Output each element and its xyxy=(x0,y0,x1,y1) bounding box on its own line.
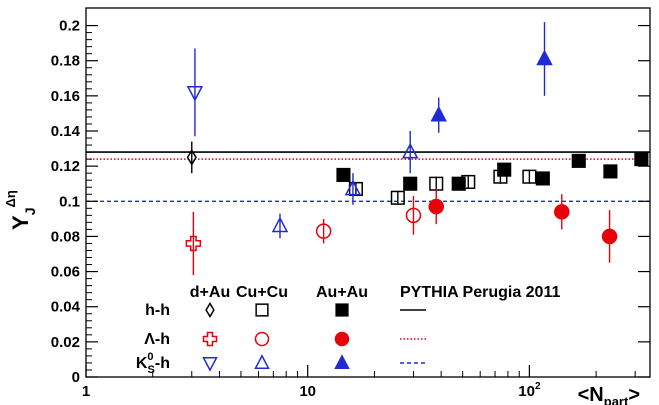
data-point xyxy=(336,167,351,182)
y-axis: 0 0.02 0.04 0.06 0.08 0.1 0.12 0.14 0.16 0.18 0.2 xyxy=(51,18,650,386)
data-point xyxy=(451,176,466,191)
legend-marker xyxy=(202,357,218,372)
data-point xyxy=(186,148,197,166)
series-K0Sh-AuAu xyxy=(430,22,553,133)
legend-row-label: K0 S-h xyxy=(136,351,170,376)
data-point xyxy=(401,142,419,159)
y-tick-label: 0.1 xyxy=(59,193,80,210)
x-axis-label: <Npart> xyxy=(578,384,640,405)
series-hh-AuAu xyxy=(336,152,649,191)
legend-row-label: h-h xyxy=(145,302,170,319)
series-h-CuCu xyxy=(315,196,422,244)
data-point xyxy=(603,164,618,179)
series-hh-dAu xyxy=(186,141,197,174)
data-point xyxy=(430,105,447,122)
legend-marker xyxy=(255,303,269,317)
data-point xyxy=(315,223,332,239)
data-point xyxy=(536,49,553,66)
data-point xyxy=(403,176,418,191)
y-tick-label: 0.04 xyxy=(51,299,81,316)
legend-marker xyxy=(334,354,350,369)
data-point xyxy=(571,153,586,168)
y-tick-label: 0.08 xyxy=(51,228,80,245)
data-point xyxy=(390,190,405,205)
legend-marker xyxy=(334,331,350,347)
legend-marker xyxy=(254,331,270,347)
series-h-AuAu xyxy=(428,188,618,263)
data-point xyxy=(535,171,550,186)
x-tick-label: 1 xyxy=(82,383,90,400)
data-point xyxy=(344,179,362,196)
data-point xyxy=(497,162,512,177)
legend-column-header: Au+Au xyxy=(316,284,368,301)
legend: d+Au Cu+Cu Au+Au PYTHIA Perugia 2011 h-h Λ-h K… xyxy=(136,284,561,376)
data-series xyxy=(185,22,649,276)
reference-lines xyxy=(86,151,650,202)
legend-column-header: d+Au xyxy=(190,284,230,301)
data-point xyxy=(522,169,537,184)
data-point xyxy=(554,204,570,220)
x-tick-label: 10 xyxy=(299,383,316,400)
data-point xyxy=(428,198,444,215)
y-tick-label: 0.02 xyxy=(51,334,80,351)
data-point xyxy=(271,216,289,233)
data-point xyxy=(634,152,649,167)
legend-column-header: Cu+Cu xyxy=(236,284,288,301)
plot-frame xyxy=(85,7,651,378)
data-point xyxy=(185,235,202,252)
x-tick-label: 102 xyxy=(518,381,541,400)
legend-marker xyxy=(254,354,270,369)
y-tick-label: 0.14 xyxy=(51,123,81,140)
series-K0Sh-dAu xyxy=(186,48,204,137)
series-h-dAu xyxy=(185,211,202,276)
legend-marker xyxy=(335,303,349,317)
y-tick-label: 0.06 xyxy=(51,264,80,281)
legend-marker xyxy=(202,331,218,347)
y-tick-label: 0.2 xyxy=(59,18,80,35)
legend-marker xyxy=(205,302,215,318)
data-point xyxy=(601,228,618,245)
y-axis-label: YJΔη xyxy=(3,190,38,230)
series-K0Sh-CuCu xyxy=(271,131,419,239)
y-tick-label: 0.16 xyxy=(51,88,80,105)
data-point xyxy=(186,85,204,102)
y-tick-label: 0.12 xyxy=(51,158,80,175)
data-point xyxy=(405,207,422,224)
legend-column-header: PYTHIA Perugia 2011 xyxy=(400,284,560,301)
y-tick-label: 0 xyxy=(72,369,80,386)
x-axis: 1 10 102 xyxy=(82,365,636,400)
y-tick-label: 0.18 xyxy=(51,53,80,70)
legend-row-label: Λ-h xyxy=(144,331,170,348)
